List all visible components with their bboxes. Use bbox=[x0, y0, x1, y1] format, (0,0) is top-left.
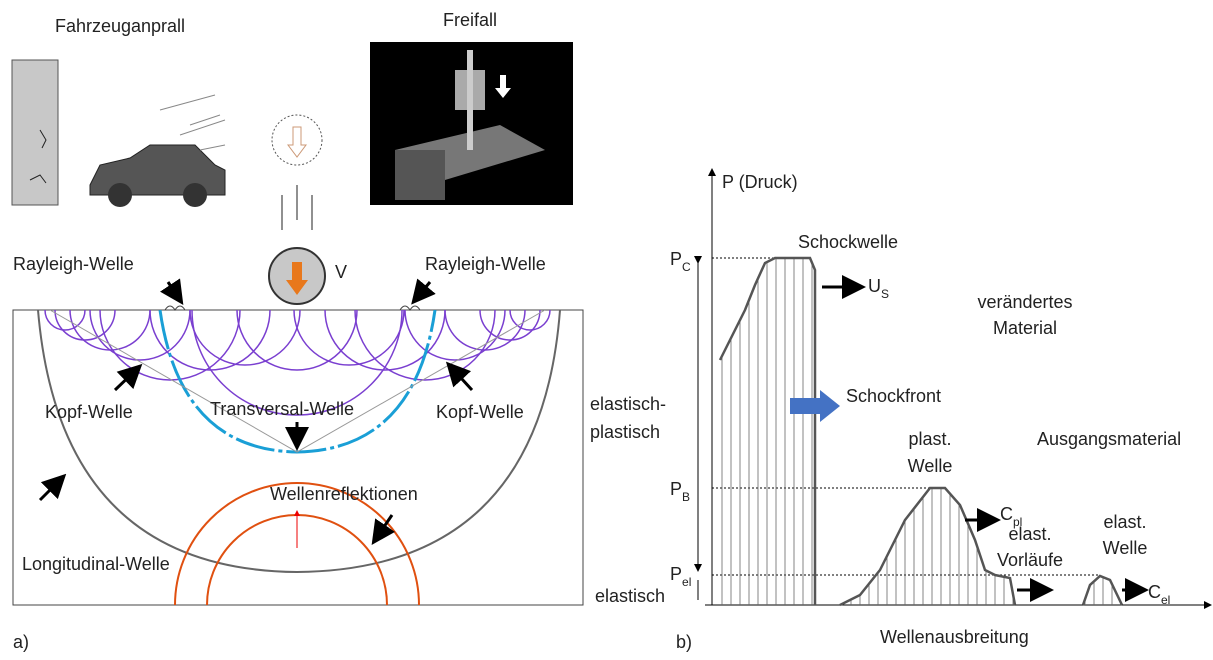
symbol: P bbox=[670, 479, 682, 499]
label: Schockfront bbox=[846, 386, 941, 406]
symbol: U bbox=[868, 276, 881, 296]
panel-b-labels: P (Druck) Wellenausbreitung Schockwelle … bbox=[590, 172, 1181, 652]
label: PB bbox=[670, 479, 690, 504]
symbol: P bbox=[670, 564, 682, 584]
panel-label: b) bbox=[676, 632, 692, 652]
label: Rayleigh-Welle bbox=[13, 254, 134, 274]
label: verändertes Material bbox=[977, 292, 1072, 338]
symbol: C bbox=[1148, 582, 1161, 602]
label: elastisch-plastisch bbox=[590, 394, 666, 442]
label: US bbox=[868, 276, 889, 301]
panel-label: a) bbox=[13, 632, 29, 652]
label: Longitudinal-Welle bbox=[22, 554, 170, 574]
label: Kopf-Welle bbox=[45, 402, 133, 422]
diagram: Fahrzeuganprall Freifall V Rayleigh-Well… bbox=[0, 0, 1213, 655]
label: Ausgangsmaterial bbox=[1037, 429, 1181, 449]
subscript: S bbox=[881, 287, 889, 301]
label: PC bbox=[670, 249, 691, 274]
label: Transversal-Welle bbox=[210, 399, 354, 419]
hatching bbox=[722, 250, 812, 605]
line: verändertes bbox=[977, 292, 1072, 312]
vehicle-impact-illustration bbox=[12, 60, 225, 207]
fall-lines bbox=[282, 185, 312, 230]
label: V bbox=[335, 262, 347, 282]
subscript: el bbox=[682, 575, 691, 589]
subscript: B bbox=[682, 490, 690, 504]
free-fall-illustration bbox=[370, 42, 573, 205]
line: elastisch- bbox=[590, 394, 666, 414]
subscript: C bbox=[682, 260, 691, 274]
line: elast. bbox=[1103, 512, 1146, 532]
label: plast. Welle bbox=[908, 429, 953, 476]
line: Welle bbox=[1103, 538, 1148, 558]
title: Fahrzeuganprall bbox=[55, 16, 185, 36]
line: plast. bbox=[908, 429, 951, 449]
line: Vorläufe bbox=[997, 550, 1063, 570]
label: elast. Vorläufe bbox=[997, 524, 1063, 570]
subscript: el bbox=[1161, 593, 1170, 607]
label: Rayleigh-Welle bbox=[425, 254, 546, 274]
line: plastisch bbox=[590, 422, 660, 442]
line: Welle bbox=[908, 456, 953, 476]
title: Freifall bbox=[443, 10, 497, 30]
label: Schockwelle bbox=[798, 232, 898, 252]
label: elast. Welle bbox=[1103, 512, 1148, 558]
label: Kopf-Welle bbox=[436, 402, 524, 422]
symbol: P bbox=[670, 249, 682, 269]
axis-label: Wellenausbreitung bbox=[880, 627, 1029, 647]
axis-label: P (Druck) bbox=[722, 172, 798, 192]
label: Pel bbox=[670, 564, 691, 589]
symbol: C bbox=[1000, 504, 1013, 524]
line: Material bbox=[993, 318, 1057, 338]
label: Cel bbox=[1148, 582, 1170, 607]
line: elast. bbox=[1008, 524, 1051, 544]
label: elastisch bbox=[595, 586, 665, 606]
drop-arrow bbox=[288, 127, 306, 157]
label: Wellenreflektionen bbox=[270, 484, 418, 504]
